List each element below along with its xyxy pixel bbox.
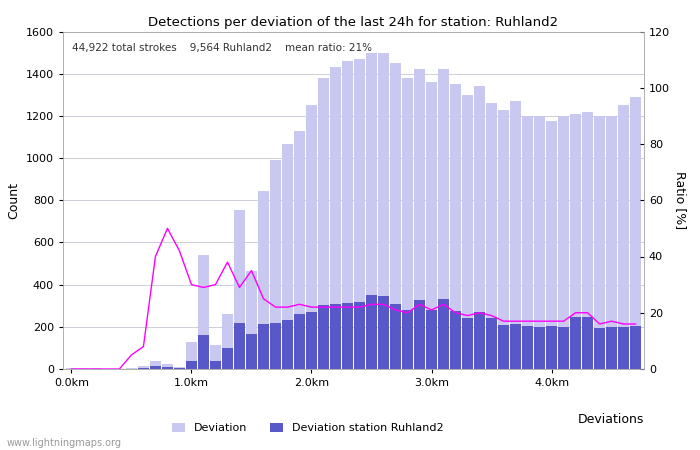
Bar — [559, 116, 568, 369]
Bar — [223, 348, 232, 369]
Bar — [402, 310, 412, 369]
Bar — [535, 327, 545, 369]
Bar — [318, 305, 328, 369]
Bar — [318, 78, 328, 369]
Text: 44,922 total strokes    9,564 Ruhland2    mean ratio: 21%: 44,922 total strokes 9,564 Ruhland2 mean… — [71, 43, 372, 53]
Bar — [486, 319, 496, 369]
Bar — [438, 299, 449, 369]
Bar — [475, 86, 484, 369]
Bar — [631, 326, 640, 369]
Bar — [295, 130, 304, 369]
Bar — [391, 63, 400, 369]
Bar — [559, 327, 568, 369]
Bar — [258, 191, 269, 369]
Bar — [246, 334, 257, 369]
Bar — [450, 311, 461, 369]
Bar — [198, 335, 209, 369]
Bar — [198, 255, 209, 369]
Bar — [522, 326, 533, 369]
Bar — [631, 97, 640, 369]
Bar — [258, 324, 269, 369]
Bar — [186, 342, 197, 369]
Bar — [366, 53, 377, 369]
Bar — [438, 69, 449, 369]
Bar — [510, 324, 521, 369]
Bar — [606, 327, 617, 369]
Y-axis label: Ratio [%]: Ratio [%] — [673, 171, 687, 230]
Bar — [234, 210, 244, 369]
Bar — [354, 59, 365, 369]
Bar — [379, 53, 389, 369]
Bar — [307, 312, 316, 369]
Bar — [354, 302, 365, 369]
Bar — [211, 360, 220, 369]
Bar — [414, 301, 425, 369]
Bar — [139, 368, 148, 369]
Bar — [498, 109, 509, 369]
Bar — [547, 121, 556, 369]
Title: Detections per deviation of the last 24h for station: Ruhland2: Detections per deviation of the last 24h… — [148, 16, 559, 29]
Bar — [450, 84, 461, 369]
Bar — [223, 314, 232, 369]
Bar — [391, 304, 400, 369]
Bar — [570, 114, 581, 369]
Bar — [342, 302, 353, 369]
Bar — [330, 304, 341, 369]
Bar — [150, 360, 160, 369]
Bar — [342, 61, 353, 369]
Text: Deviations: Deviations — [578, 413, 644, 426]
Bar — [379, 296, 389, 369]
Y-axis label: Count: Count — [7, 182, 20, 219]
Bar — [66, 368, 76, 369]
Bar — [547, 326, 556, 369]
Bar — [582, 112, 593, 369]
Bar — [414, 69, 425, 369]
Bar — [174, 367, 185, 369]
Bar — [282, 144, 293, 369]
Bar — [426, 82, 437, 369]
Bar — [619, 105, 629, 369]
Bar — [330, 68, 341, 369]
Bar — [162, 364, 172, 369]
Bar — [535, 116, 545, 369]
Bar — [606, 116, 617, 369]
Bar — [295, 314, 304, 369]
Bar — [522, 116, 533, 369]
Bar — [126, 368, 136, 369]
Bar — [162, 367, 172, 369]
Bar — [594, 328, 605, 369]
Bar — [570, 317, 581, 369]
Bar — [475, 312, 484, 369]
Bar — [582, 317, 593, 369]
Bar — [139, 366, 148, 369]
Bar — [282, 320, 293, 369]
Bar — [246, 271, 257, 369]
Bar — [366, 295, 377, 369]
Bar — [510, 101, 521, 369]
Bar — [486, 103, 496, 369]
Bar — [186, 360, 197, 369]
Text: www.lightningmaps.org: www.lightningmaps.org — [7, 438, 122, 448]
Bar — [498, 325, 509, 369]
Bar — [234, 323, 244, 369]
Bar — [619, 327, 629, 369]
Bar — [270, 160, 281, 369]
Bar — [426, 310, 437, 369]
Bar — [174, 368, 185, 369]
Bar — [211, 345, 220, 369]
Bar — [463, 319, 473, 369]
Bar — [307, 105, 316, 369]
Bar — [463, 95, 473, 369]
Legend: Percentage station Ruhland2: Percentage station Ruhland2 — [167, 449, 360, 450]
Bar — [150, 366, 160, 369]
Bar — [270, 323, 281, 369]
Bar — [594, 116, 605, 369]
Bar — [402, 78, 412, 369]
